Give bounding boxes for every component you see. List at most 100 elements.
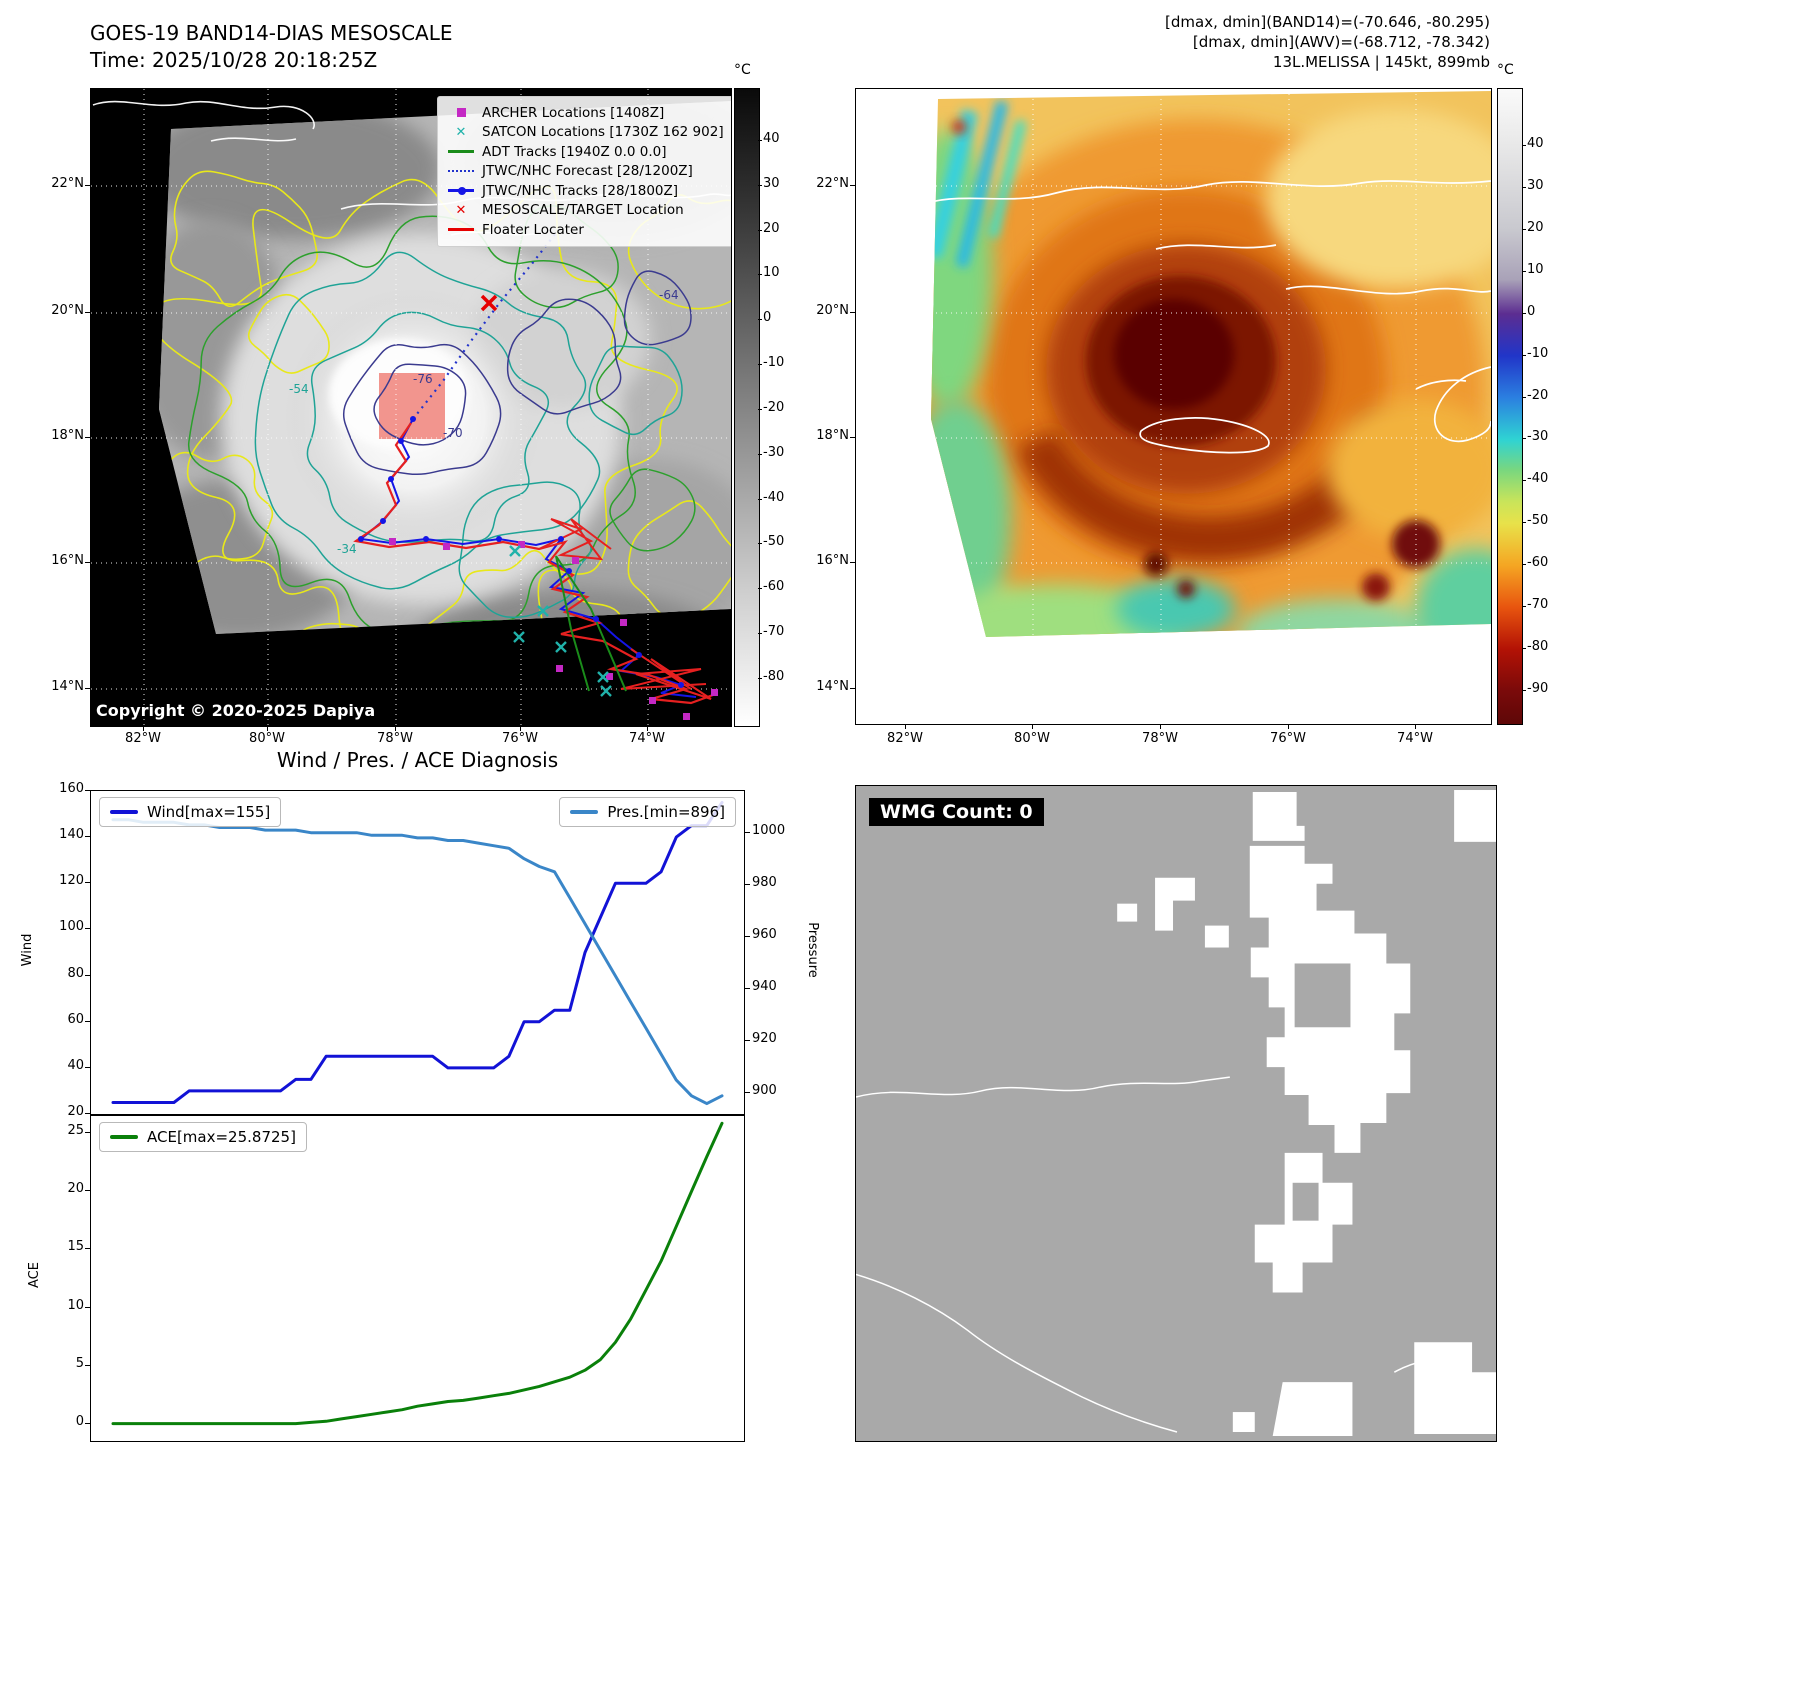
tick-mark: [1288, 724, 1289, 729]
ir-color-cloud-field: [931, 91, 1491, 637]
tick-mark: [745, 1040, 750, 1042]
satcon-location-markers: [509, 545, 612, 697]
wind-axis-tick: 160: [59, 781, 84, 796]
lat-tick: 16°N: [816, 553, 849, 568]
band14-colorbar-tick: -60: [763, 579, 785, 595]
archer-location-markers: [389, 538, 718, 720]
legend-label: JTWC/NHC Forecast [28/1200Z]: [482, 163, 693, 180]
tick-mark: [1522, 564, 1526, 566]
mesoscale-target-x-icon: [480, 294, 498, 312]
awv-header-line2: [dmax, dmin](AWV)=(-68.712, -78.342): [1192, 33, 1490, 51]
lon-tick: 78°W: [1142, 731, 1178, 746]
tick-mark: [85, 185, 90, 186]
square-marker-icon: [446, 108, 476, 118]
tick-mark: [758, 498, 762, 500]
tick-mark: [85, 882, 90, 884]
tick-mark: [1522, 689, 1526, 691]
tick-mark: [1415, 724, 1416, 729]
cloud-mask-blobs: [1117, 790, 1496, 1436]
tick-mark: [85, 974, 90, 976]
line-marker-icon: [446, 228, 476, 232]
band14-colorbar-tick: -70: [763, 624, 785, 640]
tick-mark: [85, 1248, 90, 1250]
pressure-legend-label: Pres.[min=896]: [607, 803, 725, 821]
legend-label: JTWC/NHC Tracks [28/1800Z]: [482, 182, 679, 199]
legend-label: SATCON Locations [1730Z 162 902]: [482, 124, 724, 141]
floater-track-tangle-1: [538, 518, 612, 561]
mesoscale-target-box: [379, 373, 445, 439]
lon-tick: 74°W: [1397, 731, 1433, 746]
awv-colorbar-tick: 0: [1527, 303, 1536, 319]
legend-label: ARCHER Locations [1408Z]: [482, 104, 665, 121]
tick-mark: [1032, 724, 1033, 729]
legend-item: ARCHER Locations [1408Z]: [446, 103, 731, 123]
lat-tick: 20°N: [51, 303, 84, 318]
band14-colorbar-tick: 10: [763, 265, 780, 281]
wmg-mask-image: [856, 786, 1496, 1441]
tick-mark: [85, 1306, 90, 1308]
tick-mark: [1522, 522, 1526, 524]
band14-title: GOES-19 BAND14-DIAS MESOSCALE: [90, 21, 453, 45]
contour-label: -54: [289, 382, 309, 396]
awv-colorbar-tick: -70: [1527, 597, 1549, 613]
line-marker-icon: [446, 150, 476, 154]
latlon-grid: [856, 89, 1491, 724]
lat-tick: 14°N: [816, 679, 849, 694]
tick-mark: [850, 562, 855, 563]
tick-mark: [85, 790, 90, 791]
tick-mark: [1522, 480, 1526, 482]
tick-mark: [758, 184, 762, 186]
tick-mark: [1522, 606, 1526, 608]
tick-mark: [85, 1113, 90, 1114]
tick-mark: [850, 185, 855, 186]
wind-pressure-plot-area: [111, 801, 724, 1106]
tick-mark: [850, 437, 855, 438]
tick-mark: [395, 726, 396, 731]
tick-mark: [85, 688, 90, 689]
wmg-count-badge: WMG Count: 0: [869, 798, 1044, 826]
tick-mark: [1522, 228, 1526, 230]
diagnosis-title: Wind / Pres. / ACE Diagnosis: [276, 748, 559, 772]
ace-axis-tick: 25: [67, 1123, 84, 1139]
series-line: [111, 1121, 724, 1426]
tick-mark: [758, 633, 762, 635]
band14-colorbar-tick: 0: [763, 310, 772, 326]
band14-time-label: Time: 2025/10/28 20:18:25Z: [90, 48, 378, 72]
tick-mark: [758, 453, 762, 455]
tick-mark: [758, 140, 762, 141]
pressure-axis-tick: 980: [752, 874, 777, 890]
wind-legend: Wind[max=155]: [99, 797, 282, 827]
tick-mark: [85, 928, 90, 930]
x-marker-icon: ✕: [455, 202, 467, 218]
tick-mark: [745, 831, 750, 833]
legend-label: ADT Tracks [1940Z 0.0 0.0]: [482, 143, 667, 160]
wind-axis-label: Wind: [20, 933, 35, 967]
ace-axis-tick: 15: [67, 1239, 84, 1255]
awv-colorbar: [1497, 88, 1523, 725]
tick-mark: [85, 836, 90, 838]
tick-mark: [1160, 724, 1161, 729]
pressure-axis-tick: 960: [752, 926, 777, 942]
tick-mark: [758, 677, 762, 679]
copyright-label: Copyright © 2020-2025 Dapiya: [96, 701, 376, 720]
floater-track: [353, 422, 714, 705]
lat-tick: 20°N: [816, 303, 849, 318]
ace-legend: ACE[max=25.8725]: [99, 1122, 307, 1152]
contour-label: -64: [659, 288, 679, 302]
wind-line-sample-icon: [110, 810, 138, 814]
ace-chart: ACE[max=25.8725]: [90, 1115, 745, 1442]
awv-satellite-image: [856, 89, 1491, 724]
legend-item: ADT Tracks [1940Z 0.0 0.0]: [446, 142, 731, 162]
legend-item: JTWC/NHC Tracks [28/1800Z]: [446, 181, 731, 201]
ace-axis-tick: 0: [75, 1413, 84, 1429]
ace-axis-tick: 10: [67, 1297, 84, 1313]
awv-map: [855, 88, 1492, 725]
band14-colorbar: [734, 88, 760, 727]
band14-map: -54 -76 -70 -64 -34 ARCHER Locations [14…: [90, 88, 732, 727]
band14-colorbar-unit: °C: [734, 62, 751, 78]
awv-colorbar-tick: -10: [1527, 345, 1549, 361]
band14-colorbar-tick: 20: [763, 220, 780, 236]
best-track-dots: [358, 416, 684, 688]
line-dot-marker-icon: [446, 186, 476, 195]
tick-mark: [85, 437, 90, 438]
